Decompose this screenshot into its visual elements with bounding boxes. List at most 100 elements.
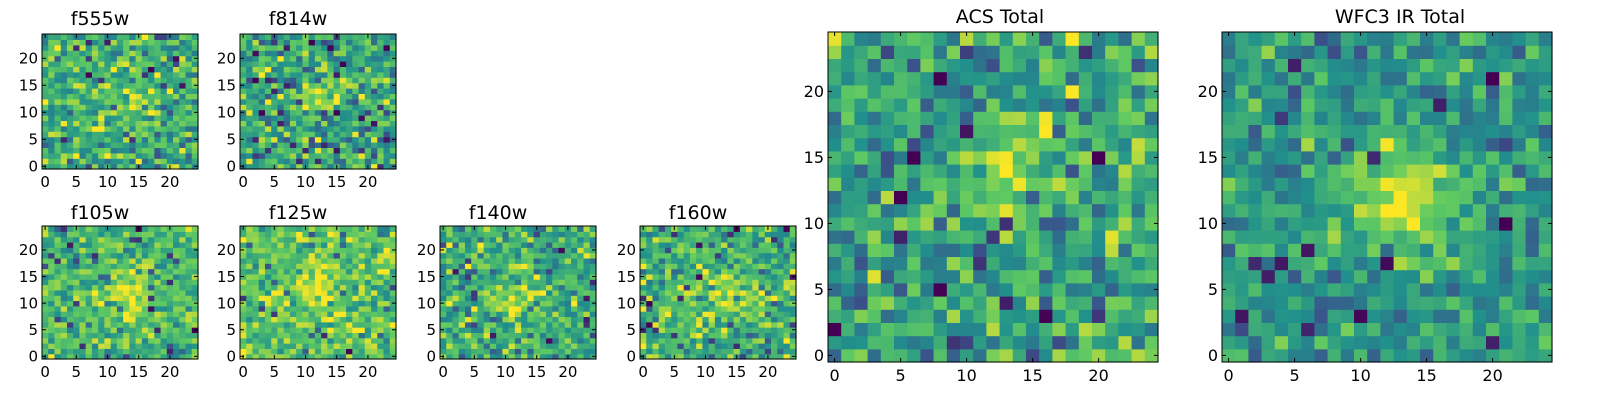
heatmap-cell (696, 327, 703, 333)
heatmap-cell (73, 115, 81, 121)
heatmap-cell (533, 241, 541, 248)
heatmap-cell (371, 66, 378, 73)
heatmap-cell (246, 337, 254, 344)
heatmap-cell (1499, 296, 1513, 310)
heatmap-cell (677, 321, 685, 328)
heatmap-cell (85, 34, 93, 40)
heatmap-cell (129, 104, 137, 111)
heatmap-cell (173, 226, 180, 232)
heatmap-cell (185, 295, 193, 302)
heatmap-cell (464, 263, 472, 270)
heatmap-cell (508, 300, 516, 307)
heatmap-cell (154, 273, 162, 280)
heatmap-cell (73, 125, 81, 132)
heatmap-cell (894, 71, 908, 86)
heatmap-cell (308, 284, 316, 291)
heatmap-cell (346, 226, 353, 232)
heatmap-cell (489, 295, 497, 302)
heatmap-cell (166, 50, 174, 57)
heatmap-cell (371, 311, 378, 318)
heatmap-cell (66, 226, 74, 232)
heatmap-cell (48, 343, 56, 349)
heatmap-cell (527, 311, 535, 318)
heatmap-cell (973, 137, 987, 152)
heatmap-cell (252, 131, 260, 138)
heatmap-cell (677, 327, 685, 333)
heatmap-cell (683, 289, 691, 296)
heatmap-cell (166, 273, 174, 280)
heatmap-cell (129, 88, 137, 94)
heatmap-cell (98, 343, 105, 349)
heatmap-cell (546, 231, 553, 238)
heatmap-cell (179, 236, 187, 243)
heatmap-cell (296, 332, 303, 339)
heatmap-cell (1525, 164, 1540, 178)
heatmap-cell (1118, 243, 1133, 257)
heatmap-cell (191, 125, 199, 132)
heatmap-cell (85, 142, 93, 148)
heatmap-cell (1301, 296, 1315, 310)
heatmap-cell (771, 343, 778, 349)
heatmap-cell (999, 58, 1014, 73)
heatmap-cell (894, 322, 908, 337)
heatmap-cell (789, 263, 797, 270)
heatmap-cell (1118, 58, 1133, 73)
heatmap-cell (1525, 203, 1540, 218)
heatmap-cell (446, 241, 454, 248)
heatmap-cell (1065, 203, 1080, 218)
heatmap-cell (246, 268, 254, 275)
heatmap-cell (283, 50, 291, 57)
heatmap-cell (1327, 322, 1342, 337)
heatmap-cell (1459, 203, 1474, 218)
heatmap-cell (185, 39, 193, 46)
heatmap-cell (85, 247, 93, 254)
heatmap-cell (346, 55, 353, 62)
heatmap-cell (1039, 348, 1053, 363)
heatmap-cell (746, 273, 753, 280)
heatmap-cell (289, 321, 297, 328)
heatmap-cell (1026, 124, 1040, 139)
panel-f125w: f125w 0 5 10 15 20 0 5 10 15 20 (217, 202, 397, 392)
heatmap-cell (483, 241, 491, 248)
heatmap-cell (683, 247, 691, 254)
heatmap-cell (514, 316, 522, 323)
heatmap-cell (999, 348, 1014, 363)
heatmap-cell (828, 216, 842, 231)
heatmap-cell (327, 252, 335, 259)
heatmap-cell (154, 98, 162, 105)
heatmap-cell (828, 137, 842, 152)
heatmap-cell (552, 241, 560, 248)
heatmap-cell (1486, 256, 1500, 271)
heatmap-cell (110, 252, 118, 259)
heatmap-cell (60, 348, 68, 355)
heatmap-cell (1288, 164, 1302, 178)
heatmap-cell (48, 142, 56, 148)
heatmap-cell (1433, 230, 1447, 244)
heatmap-cell (960, 84, 974, 99)
heatmap-cell (98, 39, 105, 46)
heatmap-cell (920, 335, 935, 350)
heatmap-cell (489, 279, 497, 286)
heatmap-cell (296, 337, 303, 344)
heatmap-cell (564, 236, 572, 243)
heatmap-cell (91, 300, 99, 307)
heatmap-cell (66, 104, 74, 111)
heatmap-cell (148, 236, 155, 243)
heatmap-cell (166, 88, 174, 94)
heatmap-cell (48, 295, 56, 302)
heatmap-cell (346, 268, 353, 275)
heatmap-cell (79, 311, 87, 318)
x-tick-label: 0 (40, 173, 50, 191)
heatmap-cell (54, 136, 62, 143)
heatmap-cell (271, 263, 279, 270)
heatmap-cell (739, 343, 747, 349)
heatmap-cell (123, 289, 130, 296)
heatmap-cell (160, 77, 168, 84)
heatmap-cell (123, 77, 130, 84)
heatmap-cell (854, 124, 869, 139)
heatmap-cell (1092, 137, 1106, 152)
heatmap-cell (502, 343, 510, 349)
heatmap-cell (689, 236, 697, 243)
heatmap-cell (302, 82, 310, 89)
heatmap-cell (583, 284, 591, 291)
